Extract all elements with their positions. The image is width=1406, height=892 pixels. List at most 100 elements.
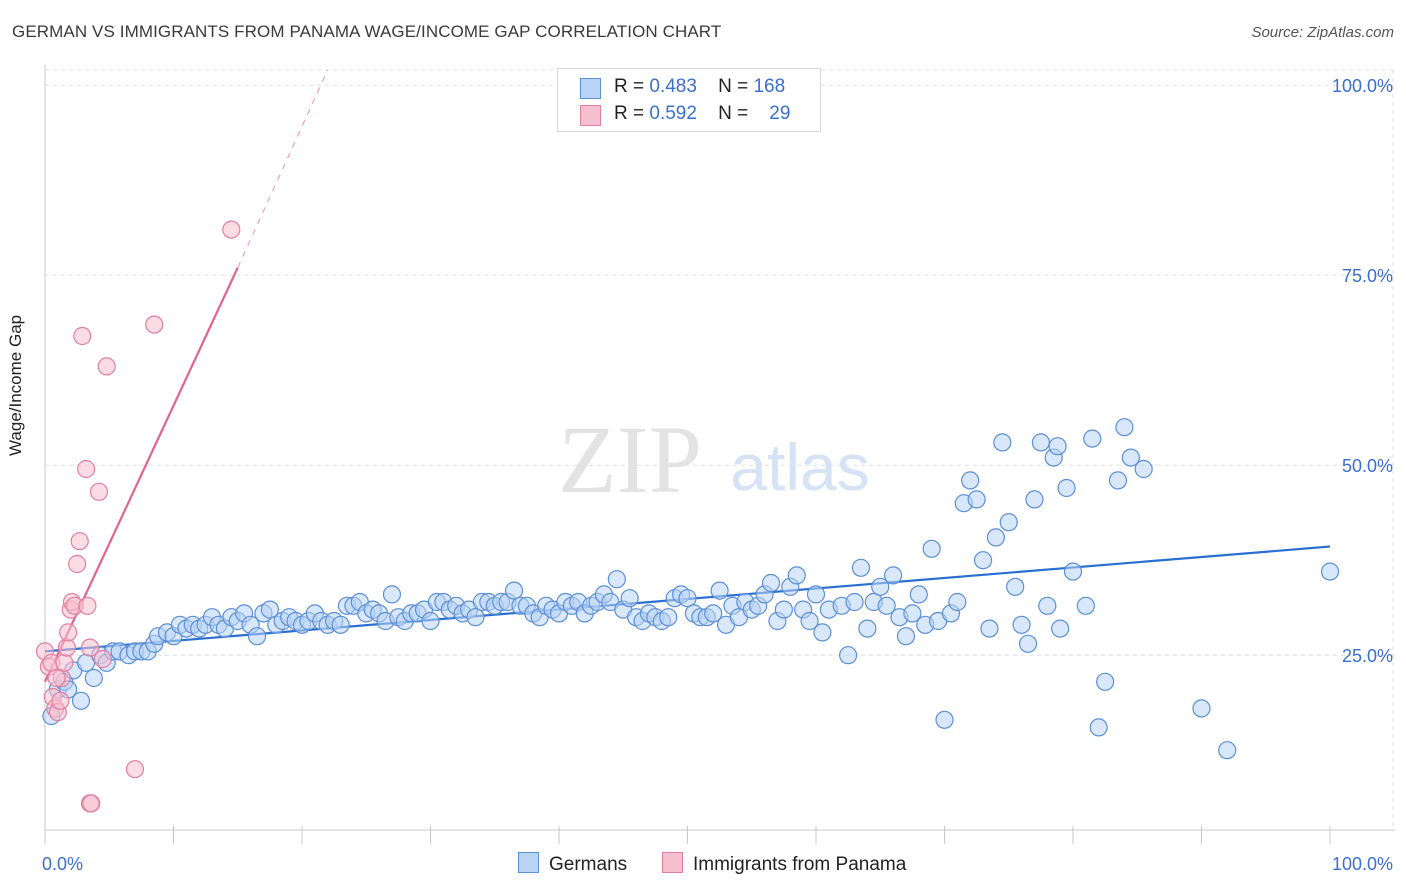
germans-point bbox=[839, 646, 858, 665]
panama-trend-extension bbox=[237, 69, 329, 268]
germans-point bbox=[1051, 619, 1070, 638]
panama-point bbox=[77, 459, 96, 479]
bottom-legend-germans: Germans bbox=[518, 852, 627, 876]
germans-point bbox=[761, 573, 781, 593]
germans-point bbox=[1076, 596, 1095, 615]
panama-point bbox=[51, 691, 70, 710]
germans-point bbox=[678, 589, 697, 608]
panama-point bbox=[97, 357, 116, 376]
panama-n-value: 29 bbox=[769, 103, 791, 124]
panama-point bbox=[145, 315, 164, 334]
germans-point bbox=[961, 471, 980, 490]
panama-n-label: N = bbox=[718, 103, 749, 124]
germans-point bbox=[800, 611, 819, 631]
panama-r-value: 0.592 bbox=[649, 103, 697, 124]
panama-point bbox=[68, 554, 87, 574]
germans-point bbox=[993, 433, 1012, 452]
x-tick-label: 100.0% bbox=[1332, 854, 1393, 874]
germans-point bbox=[620, 589, 639, 608]
panama-swatch bbox=[580, 105, 601, 126]
germans-point bbox=[948, 592, 967, 612]
panama-point bbox=[80, 638, 100, 657]
germans-legend-label: Germans bbox=[549, 854, 628, 875]
watermark-zip: ZIP bbox=[558, 406, 702, 513]
germans-swatch bbox=[580, 78, 601, 99]
germans-point bbox=[845, 592, 864, 612]
panama-point bbox=[57, 638, 76, 657]
panama-point bbox=[125, 760, 145, 779]
germans-point bbox=[84, 668, 103, 688]
germans-point bbox=[1012, 615, 1031, 634]
germans-point bbox=[1320, 562, 1340, 581]
germans-point bbox=[909, 585, 928, 604]
y-tick-label: 100.0% bbox=[1332, 76, 1393, 96]
germans-point bbox=[260, 600, 279, 619]
germans-n-value: 168 bbox=[753, 76, 786, 97]
germans-point bbox=[71, 691, 91, 710]
germans-point bbox=[1115, 418, 1134, 437]
panama-point bbox=[78, 596, 97, 615]
germans-point bbox=[382, 585, 402, 604]
germans-point bbox=[1006, 577, 1025, 596]
panama-point bbox=[47, 668, 66, 688]
panama-point bbox=[73, 326, 92, 346]
germans-point bbox=[967, 490, 986, 509]
germans-point bbox=[1057, 478, 1076, 498]
chart-source: Source: ZipAtlas.com bbox=[1251, 24, 1394, 41]
panama-point bbox=[55, 653, 74, 672]
watermark-atlas: atlas bbox=[730, 430, 869, 504]
germans-legend-swatch bbox=[518, 852, 539, 873]
y-tick-label: 75.0% bbox=[1342, 266, 1393, 286]
germans-point bbox=[922, 539, 941, 558]
germans-point bbox=[774, 600, 793, 619]
germans-point bbox=[1025, 490, 1044, 509]
germans-point bbox=[806, 585, 826, 604]
axis-layer bbox=[44, 65, 1395, 844]
germans-r-label: R = bbox=[614, 76, 645, 97]
germans-point bbox=[858, 619, 877, 638]
germans-point bbox=[659, 608, 678, 627]
panama-legend-swatch bbox=[662, 852, 683, 873]
germans-point bbox=[787, 566, 806, 585]
y-tick-label: 50.0% bbox=[1342, 456, 1393, 476]
germans-point bbox=[877, 596, 896, 615]
germans-point bbox=[247, 627, 267, 646]
germans-point bbox=[710, 581, 729, 600]
chart-title: GERMAN VS IMMIGRANTS FROM PANAMA WAGE/IN… bbox=[12, 22, 722, 41]
germans-point bbox=[1031, 433, 1050, 452]
y-tick-label: 25.0% bbox=[1342, 646, 1393, 666]
germans-point bbox=[871, 577, 890, 596]
germans-point bbox=[504, 581, 524, 600]
germans-point bbox=[903, 604, 922, 623]
germans-n-label: N = bbox=[718, 76, 749, 97]
tick-label-layer: 25.0% 50.0% 75.0% 100.0% 0.0% 100.0% bbox=[42, 76, 1393, 874]
germans-point bbox=[999, 513, 1018, 532]
y-axis-label: Wage/Income Gap bbox=[6, 314, 25, 456]
panama-point bbox=[222, 220, 241, 239]
germans-point bbox=[986, 528, 1006, 547]
panama-point bbox=[93, 649, 112, 669]
panama-point bbox=[70, 532, 89, 551]
germans-point bbox=[980, 619, 999, 638]
germans-point bbox=[1018, 634, 1038, 653]
germans-point bbox=[1192, 699, 1211, 718]
panama-point bbox=[59, 623, 78, 642]
germans-point bbox=[1121, 448, 1140, 467]
bottom-legend-panama: Immigrants from Panama bbox=[662, 852, 906, 876]
panama-point bbox=[89, 482, 109, 501]
germans-r-value: 0.483 bbox=[649, 76, 697, 97]
germans-point bbox=[704, 604, 723, 623]
germans-point bbox=[813, 623, 832, 642]
x-tick-label: 0.0% bbox=[42, 854, 83, 874]
germans-point bbox=[466, 608, 485, 627]
germans-point bbox=[1096, 672, 1115, 691]
germans-point bbox=[331, 615, 350, 634]
germans-point bbox=[1063, 562, 1083, 581]
germans-point bbox=[851, 558, 871, 577]
germans-point bbox=[607, 570, 626, 589]
panama-point bbox=[82, 794, 101, 813]
germans-point bbox=[1038, 596, 1057, 615]
germans-point bbox=[1083, 429, 1102, 448]
germans-point bbox=[1108, 471, 1128, 490]
